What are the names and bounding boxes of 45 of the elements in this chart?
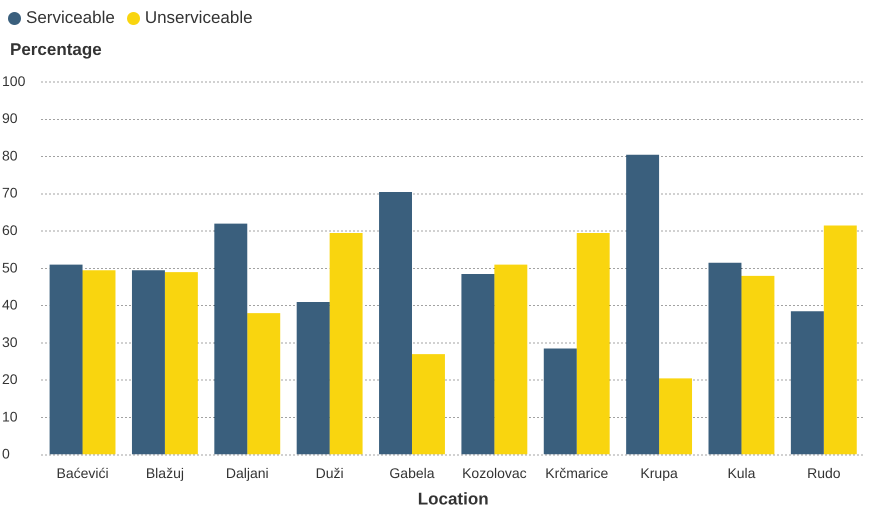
bar xyxy=(741,276,774,454)
y-tick-label: 40 xyxy=(2,296,18,313)
x-axis-title: Location xyxy=(418,489,489,508)
x-tick-label: Daljani xyxy=(226,465,269,482)
bar xyxy=(626,154,660,454)
y-tick-label: 0 xyxy=(2,446,10,462)
y-tick-label: 10 xyxy=(2,408,18,424)
bar xyxy=(576,232,610,454)
bar xyxy=(544,348,577,454)
y-tick-label: 70 xyxy=(2,184,18,201)
y-tick-label: 80 xyxy=(2,147,18,164)
bar xyxy=(50,264,83,454)
y-tick-label: 30 xyxy=(2,334,18,350)
bar xyxy=(214,224,248,454)
x-tick-label: Baćevići xyxy=(56,465,109,482)
x-tick-label: Gabela xyxy=(389,465,435,482)
bar xyxy=(379,192,412,454)
y-tick-label: 100 xyxy=(2,72,26,89)
legend-label: Unserviceable xyxy=(144,8,253,28)
bar xyxy=(132,270,165,454)
x-tick-label: Krčmarice xyxy=(545,465,608,482)
bar xyxy=(659,378,692,454)
legend-label: Serviceable xyxy=(26,8,115,28)
y-tick-label: 50 xyxy=(2,259,18,276)
bar xyxy=(296,302,330,454)
bar xyxy=(247,313,280,454)
x-tick-label: Kula xyxy=(727,465,756,482)
y-tick-label: 20 xyxy=(2,371,18,388)
bar xyxy=(708,262,742,454)
bar xyxy=(461,274,494,454)
bar xyxy=(330,232,363,454)
bar xyxy=(824,226,857,454)
x-tick-label: Kozolovac xyxy=(462,465,527,482)
x-tick-label: Rudo xyxy=(807,465,841,482)
bar xyxy=(494,264,528,454)
y-tick-label: 60 xyxy=(2,222,18,238)
y-axis-title: Percentage xyxy=(10,40,102,60)
x-tick-label: Duži xyxy=(316,465,344,482)
bar xyxy=(790,311,824,454)
bar xyxy=(412,354,445,454)
bar xyxy=(82,270,116,454)
bar xyxy=(164,272,198,454)
y-tick-label: 90 xyxy=(2,110,18,126)
x-tick-label: Krupa xyxy=(640,465,678,482)
x-tick-label: Blažuj xyxy=(146,465,184,482)
